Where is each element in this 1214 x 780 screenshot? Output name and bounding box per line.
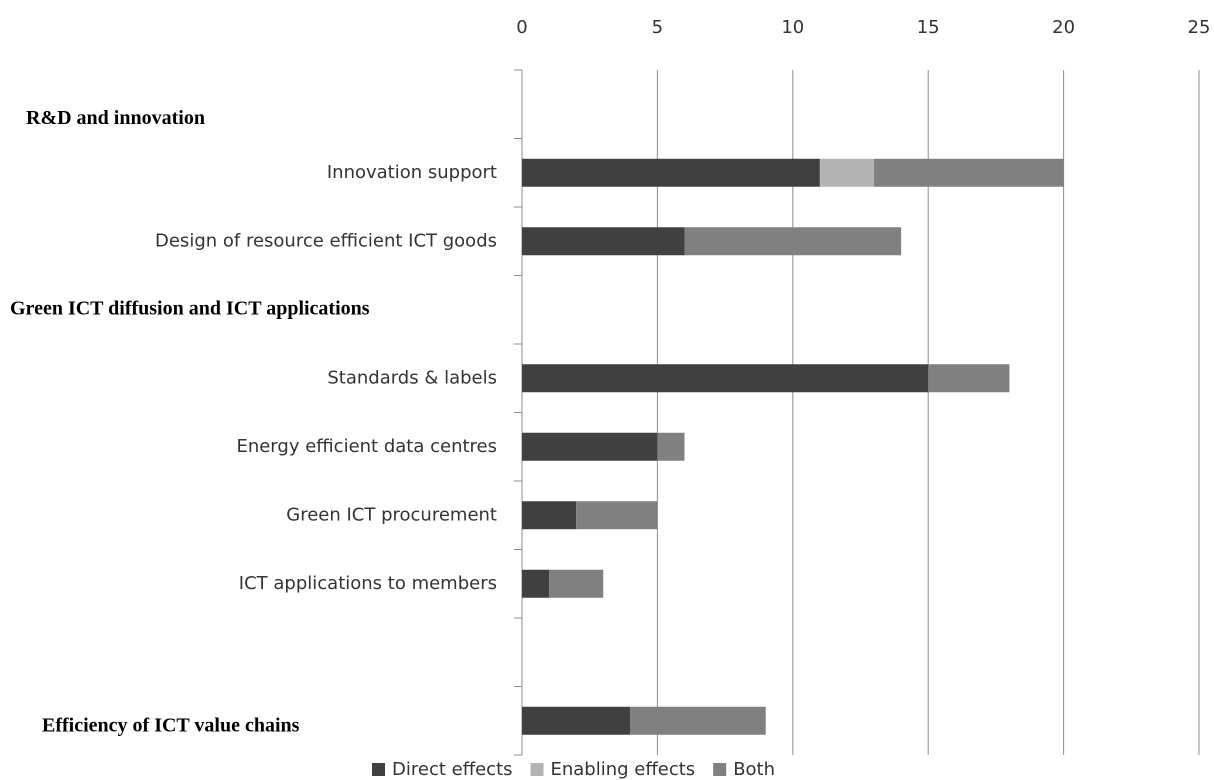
section-label: R&D and innovation xyxy=(26,107,205,129)
bar-segment xyxy=(819,158,875,187)
section-label: Green ICT diffusion and ICT applications xyxy=(10,297,370,319)
bar-segment xyxy=(928,364,1010,393)
bar-segment xyxy=(630,706,766,735)
bar-segment xyxy=(522,227,685,256)
bar-segment xyxy=(522,158,820,187)
bar-segment xyxy=(522,432,658,461)
bar-segment xyxy=(522,706,631,735)
legend-label: Direct effects xyxy=(392,759,513,780)
bar-segment xyxy=(657,432,685,461)
x-tick-label: 5 xyxy=(652,17,663,38)
bar-segment xyxy=(522,364,929,393)
legend-label: Both xyxy=(733,759,775,780)
bar-segment xyxy=(522,569,550,598)
y-tick-label: Green ICT procurement xyxy=(286,504,497,525)
bar-segment xyxy=(874,158,1064,187)
bar-segment xyxy=(549,569,604,598)
bar-segment xyxy=(522,501,577,530)
x-tick-label: 10 xyxy=(781,17,804,38)
x-tick-label: 0 xyxy=(516,17,527,38)
y-tick-label: Standards & labels xyxy=(327,367,497,388)
x-tick-label: 15 xyxy=(917,17,940,38)
legend-swatch xyxy=(372,763,385,776)
x-tick-label: 20 xyxy=(1052,17,1075,38)
y-tick-label: Energy efficient data centres xyxy=(236,436,497,457)
legend-label: Enabling effects xyxy=(551,759,696,780)
y-tick-label: Innovation support xyxy=(327,162,497,183)
section-label: Efficiency of ICT value chains xyxy=(42,714,300,736)
y-tick-label: Design of resource efficient ICT goods xyxy=(155,230,497,251)
legend-swatch xyxy=(530,763,544,776)
legend-swatch xyxy=(713,763,727,776)
x-tick-label: 25 xyxy=(1188,17,1211,38)
bar-segment xyxy=(576,501,658,530)
y-tick-label: ICT applications to members xyxy=(239,573,497,594)
bar-segment xyxy=(684,227,902,256)
